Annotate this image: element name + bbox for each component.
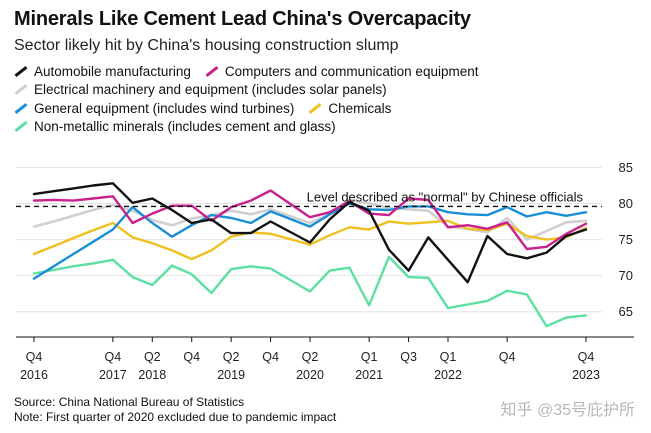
legend-label-computers: Computers and communication equipment bbox=[224, 63, 479, 79]
chart-footer: Source: China National Bureau of Statist… bbox=[14, 395, 336, 425]
legend-row: General equipment (includes wind turbine… bbox=[14, 99, 634, 118]
y-tick-label: 70 bbox=[619, 268, 633, 283]
legend-item-chemicals: Chemicals bbox=[308, 101, 391, 116]
x-tick-label: Q1 bbox=[440, 350, 457, 364]
series-line-chemicals bbox=[32, 219, 588, 261]
legend-label-electrical: Electrical machinery and equipment (incl… bbox=[34, 82, 387, 98]
y-tick-label: 85 bbox=[619, 160, 633, 175]
x-tick-year-label: 2023 bbox=[572, 368, 600, 382]
x-tick-label: Q1 bbox=[361, 350, 378, 364]
x-tick-label: Q4 bbox=[26, 350, 43, 364]
x-tick-label: Q2 bbox=[144, 350, 161, 364]
reference-line-label: Level described as "normal" by Chinese o… bbox=[307, 189, 584, 204]
x-tick-year-label: 2016 bbox=[20, 368, 48, 382]
legend-item-automobile: Automobile manufacturing bbox=[14, 64, 191, 79]
y-tick-label: 80 bbox=[619, 196, 633, 211]
x-tick-label: Q4 bbox=[262, 350, 279, 364]
x-tick-year-label: 2022 bbox=[434, 368, 462, 382]
source-note: Source: China National Bureau of Statist… bbox=[14, 395, 245, 409]
watermark: 知乎 @35号庇护所 bbox=[500, 402, 636, 419]
legend-label-automobile: Automobile manufacturing bbox=[34, 63, 191, 79]
series-line-non-metallic bbox=[32, 255, 588, 328]
y-tick-label: 65 bbox=[619, 304, 633, 319]
x-tick-year-label: 2019 bbox=[217, 368, 245, 382]
chart-subtitle: Sector likely hit by China's housing con… bbox=[14, 37, 399, 54]
legend-label-general-equipment: General equipment (includes wind turbine… bbox=[34, 100, 295, 116]
series-line-general bbox=[32, 202, 588, 280]
footnote: Note: First quarter of 2020 excluded due… bbox=[14, 410, 337, 424]
x-tick-label: Q4 bbox=[183, 350, 200, 364]
x-tick-year-label: 2017 bbox=[99, 368, 127, 382]
legend: Automobile manufacturing Computers and c… bbox=[14, 62, 634, 136]
chart-title: Minerals Like Cement Lead China's Overca… bbox=[14, 8, 471, 30]
legend-item-electrical: Electrical machinery and equipment (incl… bbox=[14, 82, 387, 97]
x-tick-year-label: 2020 bbox=[296, 368, 324, 382]
x-tick-label: Q4 bbox=[105, 350, 122, 364]
series-line-computers bbox=[32, 189, 588, 251]
legend-item-general-equipment: General equipment (includes wind turbine… bbox=[14, 101, 294, 116]
x-tick-label: Q3 bbox=[400, 350, 417, 364]
legend-item-computers: Computers and communication equipment bbox=[205, 63, 479, 79]
x-tick-label: Q2 bbox=[302, 350, 319, 364]
x-tick-label: Q4 bbox=[578, 350, 595, 364]
legend-label-non-metallic: Non-metallic minerals (includes cement a… bbox=[34, 119, 336, 135]
x-tick-year-label: 2021 bbox=[355, 368, 383, 382]
x-tick-label: Q4 bbox=[499, 350, 516, 364]
legend-row: Electrical machinery and equipment (incl… bbox=[14, 81, 634, 100]
legend-label-chemicals: Chemicals bbox=[328, 100, 392, 116]
legend-row: Automobile manufacturing Computers and c… bbox=[14, 62, 634, 81]
legend-row: Non-metallic minerals (includes cement a… bbox=[14, 118, 634, 137]
legend-item-non-metallic: Non-metallic minerals (includes cement a… bbox=[14, 119, 336, 134]
y-tick-label: 75 bbox=[619, 232, 633, 247]
x-tick-label: Q2 bbox=[223, 350, 240, 364]
series-line-automobile bbox=[32, 182, 588, 284]
x-tick-year-label: 2018 bbox=[138, 368, 166, 382]
